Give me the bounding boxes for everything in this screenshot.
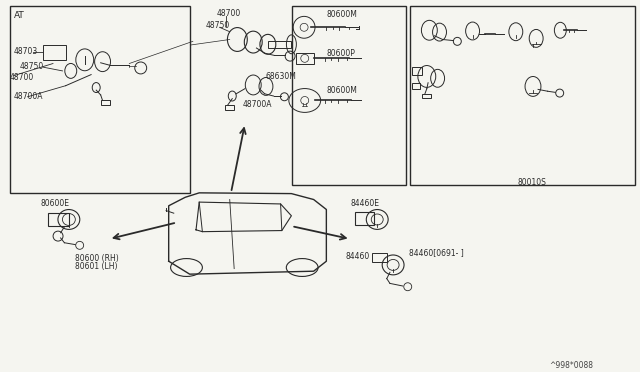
- Text: 48700A: 48700A: [243, 100, 272, 109]
- Bar: [410, 6, 635, 186]
- Text: 48703: 48703: [13, 47, 38, 56]
- Text: 68630M: 68630M: [266, 71, 297, 81]
- Text: 84460: 84460: [346, 252, 370, 261]
- Text: 80600 (RH): 80600 (RH): [76, 254, 119, 263]
- Text: 80600M: 80600M: [326, 86, 357, 94]
- Text: AT: AT: [13, 11, 24, 20]
- Bar: [10, 6, 190, 193]
- Text: ^998*0088: ^998*0088: [549, 361, 593, 370]
- Text: 48750: 48750: [205, 21, 230, 31]
- Bar: [422, 94, 431, 98]
- Bar: [268, 41, 291, 48]
- Text: 84460E: 84460E: [351, 199, 380, 208]
- Text: 80600M: 80600M: [326, 10, 357, 19]
- Text: 84460[0691- ]: 84460[0691- ]: [409, 248, 464, 257]
- Bar: [44, 45, 66, 60]
- Bar: [100, 100, 110, 105]
- Bar: [355, 212, 374, 225]
- Bar: [412, 67, 422, 75]
- Bar: [296, 53, 314, 64]
- Bar: [225, 105, 234, 110]
- Bar: [372, 253, 387, 262]
- Text: 48700A: 48700A: [13, 92, 43, 101]
- Text: 48700: 48700: [10, 73, 34, 82]
- Text: 48750: 48750: [20, 62, 44, 71]
- Bar: [412, 83, 420, 89]
- Text: 80600E: 80600E: [40, 199, 69, 208]
- Text: 80010S: 80010S: [517, 178, 546, 187]
- Text: 80601 (LH): 80601 (LH): [76, 262, 118, 270]
- Text: 48700: 48700: [217, 9, 241, 18]
- Bar: [48, 213, 69, 226]
- Text: 80600P: 80600P: [326, 49, 355, 58]
- Bar: [292, 6, 406, 186]
